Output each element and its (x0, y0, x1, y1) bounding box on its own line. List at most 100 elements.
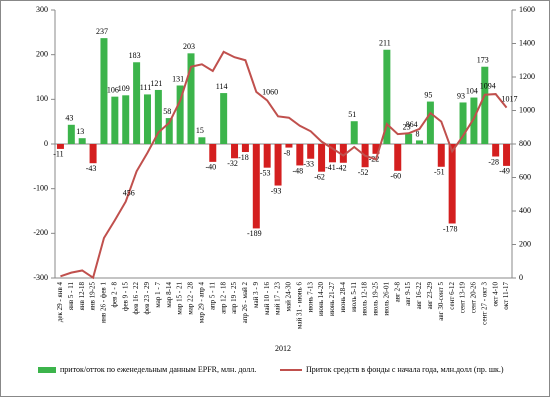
x-tick-label: авг 9-15 (404, 282, 412, 306)
bar-label: -8 (284, 148, 291, 157)
x-tick-label: апр 26 - май 2 (241, 282, 249, 324)
bar-label: 15 (196, 126, 204, 135)
bar (252, 144, 260, 229)
bar-label: 106 (107, 85, 119, 94)
bar-label: -48 (292, 166, 303, 175)
bar-label: -41 (325, 163, 336, 172)
bar (394, 144, 402, 171)
bar (426, 101, 434, 144)
bar (100, 38, 108, 144)
x-tick-label: май 3 - 9 (252, 282, 260, 308)
y-tick-label: -300 (33, 273, 48, 282)
bar-label: 8 (416, 129, 420, 138)
bar (67, 124, 75, 144)
bar-label: 109 (118, 84, 130, 93)
x-tick-label: июнь 21-27 (328, 282, 336, 316)
y2-tick-label: 1600 (519, 5, 535, 14)
bar-label: -52 (358, 168, 369, 177)
bar (111, 96, 119, 144)
x-tick-label: мар 15 - 21 (176, 282, 184, 315)
bar-label: -11 (53, 150, 63, 159)
x-tick-label: мар 8-14 (165, 282, 173, 308)
bar (481, 66, 489, 144)
bar (78, 138, 86, 144)
bar (198, 137, 206, 144)
x-tick-label: мар 22 - 28 (187, 282, 195, 315)
bar-label: 203 (183, 42, 195, 51)
y-tick-label: -100 (33, 183, 48, 192)
x-tick-label: апр 12 - 18 (219, 282, 227, 314)
bar-label: -32 (227, 159, 238, 168)
x-tick-label: фев 23 - 29 (143, 282, 151, 315)
y2-tick-label: 1400 (519, 38, 535, 47)
bar-label: -62 (314, 173, 325, 182)
y2-tick-label: 200 (519, 239, 531, 248)
bar (503, 144, 511, 166)
x-tick-label: авг 23-29 (426, 282, 434, 310)
bar-label: 43 (65, 114, 73, 123)
bar-label: -42 (336, 164, 347, 173)
bar (492, 144, 500, 157)
x-tick-label: окт 11-17 (502, 282, 510, 310)
x-tick-label: фев 9 - 15 (121, 282, 129, 312)
bar (383, 49, 391, 144)
bar (56, 144, 64, 149)
bar (296, 144, 304, 166)
y2-tick-label: 1200 (519, 72, 535, 81)
line-label: 1094 (480, 82, 496, 91)
y2-tick-label: 800 (519, 139, 531, 148)
bar-label: 23 (403, 123, 411, 132)
bar-label: -33 (303, 160, 314, 169)
x-tick-label: июль 19-25 (372, 282, 380, 316)
x-tick-label: май 24-30 (285, 282, 293, 312)
x-tick-label: янв 5 - 11 (67, 282, 75, 311)
bar (165, 118, 173, 144)
x-tick-label: июль 5-11 (350, 282, 358, 312)
bar (318, 144, 326, 172)
bar-label: -40 (205, 163, 216, 172)
x-axis-label: 2012 (275, 344, 291, 353)
y-tick-label: 300 (36, 5, 48, 14)
legend-label: Приток средств в фонды с начала года, мл… (306, 365, 504, 374)
bar (122, 95, 130, 144)
x-tick-label: апр 19 - 25 (230, 282, 238, 314)
bar (89, 144, 97, 164)
bar (263, 144, 271, 168)
x-tick-label: июнь 7-13 (306, 282, 314, 313)
x-tick-label: июль 12-18 (361, 282, 369, 316)
x-tick-label: май 10 - 16 (263, 282, 271, 315)
bar (285, 144, 293, 148)
bar (328, 144, 336, 163)
bar (405, 133, 413, 144)
x-tick-label: авг 30-сент 5 (437, 282, 445, 321)
y2-tick-label: 1000 (519, 105, 535, 114)
x-tick-label: май 31 - июнь 6 (295, 282, 303, 329)
bar (437, 144, 445, 167)
bar-label: -18 (238, 153, 249, 162)
x-tick-label: апр 5 - 11 (208, 282, 216, 311)
x-tick-label: авг 2-8 (393, 282, 401, 303)
x-tick-label: сент 20-26 (470, 282, 478, 314)
x-tick-label: фев 16 - 22 (132, 282, 140, 315)
bar-label: -178 (443, 224, 458, 233)
bar (133, 62, 141, 145)
bar (241, 144, 249, 153)
bar-label: 93 (457, 91, 465, 100)
bar (187, 53, 195, 144)
bar (154, 89, 162, 144)
y-tick-label: 0 (44, 139, 48, 148)
x-tick-label: сент 13-19 (459, 282, 467, 314)
bar-label: 51 (348, 110, 356, 119)
bar-label: -53 (260, 169, 271, 178)
x-tick-label: окт 4-10 (491, 282, 499, 307)
x-tick-label: сент 6-12 (448, 282, 456, 310)
bar-label: -49 (499, 167, 510, 176)
bar-label: 104 (466, 86, 478, 95)
x-tick-label: фев 2 - 8 (110, 282, 118, 308)
y2-tick-label: 0 (519, 273, 523, 282)
y2-tick-label: 400 (519, 206, 531, 215)
bar-label: -43 (86, 164, 97, 173)
bar-label: 237 (96, 27, 108, 36)
